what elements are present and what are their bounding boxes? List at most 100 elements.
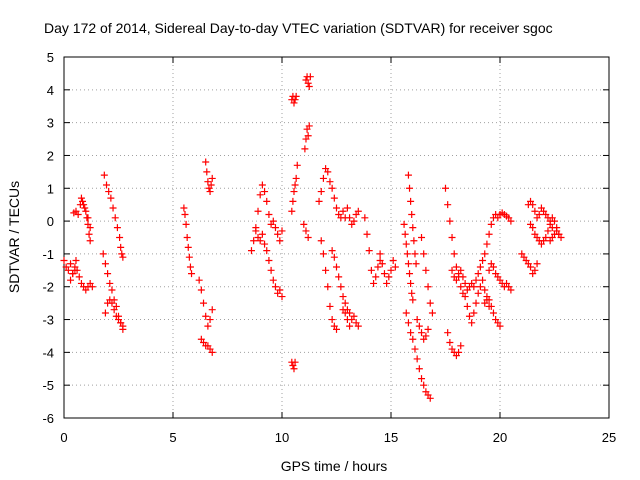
series-arc-ad: [418, 234, 436, 317]
series-arc-p: [288, 161, 301, 215]
data-point: [108, 299, 116, 307]
series-arc-n: [288, 92, 300, 107]
data-point: [457, 266, 465, 274]
data-point: [271, 283, 279, 291]
data-point: [328, 184, 336, 192]
data-point: [487, 302, 495, 310]
data-point: [470, 309, 478, 317]
data-point: [315, 197, 323, 205]
axis-ticks: 0 5 10 15 20 25 -6 -5 -4 -3 -2 -1 0 1 2 3 4 5: [42, 50, 616, 445]
data-point: [274, 230, 282, 238]
data-point: [333, 204, 340, 212]
data-point: [82, 207, 90, 215]
data-point: [444, 329, 452, 337]
data-point: [367, 266, 375, 274]
data-point: [406, 184, 414, 192]
data-point: [350, 312, 358, 320]
data-point: [81, 204, 89, 212]
data-point: [426, 394, 434, 402]
data-point: [544, 227, 552, 235]
data-point: [86, 224, 94, 232]
series-arc-aj: [470, 211, 504, 291]
data-point: [391, 263, 399, 271]
data-point: [422, 332, 430, 340]
y-tick-label: -1: [42, 247, 54, 262]
data-point: [424, 325, 432, 333]
data-point: [289, 197, 297, 205]
data-point: [322, 266, 330, 274]
data-point: [276, 286, 284, 294]
data-point: [339, 207, 347, 215]
data-point: [186, 263, 194, 271]
data-point: [337, 283, 345, 291]
data-point: [252, 227, 260, 235]
data-point: [529, 224, 537, 232]
data-point: [103, 181, 111, 189]
data-point: [465, 312, 473, 320]
data-point: [378, 260, 386, 268]
data-point: [263, 247, 271, 255]
data-point: [208, 306, 216, 314]
data-point: [413, 316, 421, 324]
data-point: [385, 273, 393, 281]
series-arc-c: [77, 194, 94, 232]
x-tick-label: 0: [60, 430, 67, 445]
data-point: [408, 289, 416, 297]
data-point: [101, 260, 109, 268]
data-point: [531, 266, 539, 274]
x-tick-label: 25: [602, 430, 616, 445]
data-point: [533, 260, 541, 268]
data-point: [389, 256, 397, 264]
data-point: [354, 322, 362, 330]
series-arc-h: [195, 276, 216, 330]
data-point: [276, 237, 284, 245]
series-arc-an: [518, 250, 541, 278]
y-tick-label: -3: [42, 313, 54, 328]
data-point: [206, 316, 214, 324]
data-point: [75, 273, 83, 281]
series-arc-q: [302, 73, 314, 91]
data-point: [442, 184, 449, 192]
data-point: [319, 250, 327, 258]
data-point: [292, 92, 300, 100]
data-point: [461, 293, 469, 301]
data-point: [409, 296, 417, 304]
data-point: [328, 247, 336, 255]
data-point: [463, 302, 471, 310]
data-point: [461, 279, 469, 287]
series-arc-k: [247, 181, 275, 255]
y-tick-label: -4: [42, 345, 54, 360]
data-point: [67, 260, 75, 268]
data-point: [278, 293, 286, 301]
data-point: [290, 188, 298, 196]
data-point: [479, 256, 487, 264]
data-point: [324, 283, 332, 291]
data-point: [474, 289, 482, 297]
series-arc-w: [339, 306, 362, 330]
data-point: [116, 234, 124, 241]
data-point: [374, 263, 382, 271]
data-point: [402, 240, 410, 248]
data-point: [84, 214, 92, 222]
series-arc-f: [101, 296, 127, 330]
data-point: [481, 286, 489, 294]
data-point: [450, 250, 458, 258]
plot-frame: [63, 56, 610, 419]
data-point: [346, 214, 354, 222]
data-point: [317, 188, 325, 196]
data-point: [426, 299, 434, 307]
data-point: [401, 230, 409, 238]
x-tick-label: 20: [493, 430, 507, 445]
data-point: [304, 234, 312, 241]
data-point: [326, 302, 334, 310]
data-point: [60, 256, 68, 264]
data-point: [448, 266, 456, 274]
data-point: [119, 322, 127, 330]
data-point: [117, 243, 125, 251]
data-point: [428, 309, 436, 317]
data-point: [261, 240, 269, 248]
data-point: [300, 220, 308, 228]
series-arc-ag: [444, 329, 465, 360]
data-point: [370, 279, 378, 287]
data-point: [470, 283, 478, 291]
